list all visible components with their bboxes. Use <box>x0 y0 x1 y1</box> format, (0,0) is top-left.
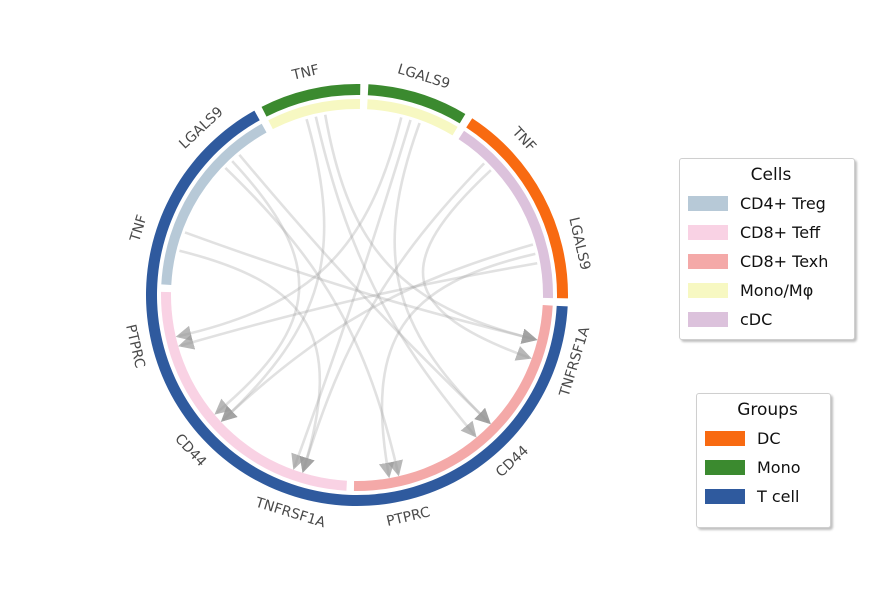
groups-legend-title: Groups <box>737 400 798 420</box>
cell-ring <box>161 99 554 491</box>
gene-label: LGALS9 <box>396 61 452 92</box>
cell-arc <box>161 123 267 285</box>
legend-swatch <box>688 283 728 298</box>
interaction-link <box>238 153 491 425</box>
cells-legend: Cells CD4+ Treg CD8+ Teff CD8+ Texh Mono… <box>679 158 855 340</box>
legend-swatch <box>688 225 728 240</box>
legend-item-t-cell: T cell <box>705 482 830 511</box>
group-ring <box>146 84 568 507</box>
legend-item-cd8-teff: CD8+ Teff <box>688 218 854 247</box>
legend-item-mono: Mono <box>705 453 830 482</box>
interaction-link <box>175 117 403 341</box>
interaction-link <box>314 116 477 438</box>
group-arc-mono <box>367 84 466 124</box>
cell-arc <box>161 291 347 491</box>
legend-label: Mono <box>757 458 801 477</box>
cell-arc <box>268 99 361 130</box>
legend-label: CD8+ Texh <box>740 252 829 271</box>
interaction-link <box>178 261 538 350</box>
gene-label: PTPRC <box>385 504 432 530</box>
interaction-link <box>220 243 534 422</box>
legend-item-cd4-treg: CD4+ Treg <box>688 189 854 218</box>
interaction-link <box>214 160 301 415</box>
interaction-link <box>291 119 412 470</box>
gene-label: TNF <box>508 123 539 154</box>
cell-arc <box>367 99 458 136</box>
gene-label: LGALS9 <box>565 216 593 272</box>
group-arc-dc <box>466 118 568 299</box>
interaction-link <box>299 162 486 473</box>
interaction-links <box>175 114 538 479</box>
group-arc-mono <box>261 84 361 117</box>
legend-item-mono-mphi: Mono/Mφ <box>688 276 854 305</box>
legend-item-cdc: cDC <box>688 305 854 334</box>
legend-swatch <box>705 460 745 475</box>
interaction-link <box>378 252 536 479</box>
legend-item-cd8-texh: CD8+ Texh <box>688 247 854 276</box>
interaction-link <box>224 166 403 477</box>
legend-swatch <box>688 254 728 269</box>
interaction-link <box>179 249 322 473</box>
gene-label: TNF <box>127 213 151 245</box>
interaction-link <box>323 114 538 344</box>
gene-label: TNF <box>290 62 321 84</box>
cells-legend-title: Cells <box>750 165 792 185</box>
legend-swatch <box>705 431 745 446</box>
interaction-link <box>220 118 326 422</box>
interaction-link <box>421 169 532 361</box>
gene-labels: LGALS9TNFLGALS9TNFRSF1ACD44PTPRCTNFRSF1A… <box>122 61 593 531</box>
legend-label: CD4+ Treg <box>740 194 826 213</box>
cell-arc <box>458 130 554 299</box>
legend-item-dc: DC <box>705 424 830 453</box>
legend-label: T cell <box>757 487 800 506</box>
legend-swatch <box>688 196 728 211</box>
gene-label: PTPRC <box>122 323 148 370</box>
legend-swatch <box>688 312 728 327</box>
legend-label: DC <box>757 429 781 448</box>
cell-arc <box>353 305 553 491</box>
legend-label: cDC <box>740 310 773 329</box>
legend-label: CD8+ Teff <box>740 223 821 242</box>
interaction-link <box>184 231 538 344</box>
groups-legend: Groups DC Mono T cell <box>696 393 831 528</box>
legend-swatch <box>705 489 745 504</box>
legend-label: Mono/Mφ <box>740 281 814 300</box>
interaction-link <box>393 122 491 425</box>
